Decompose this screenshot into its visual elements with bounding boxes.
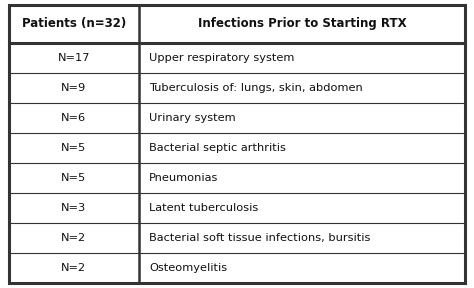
Text: N=2: N=2 — [61, 233, 86, 243]
Bar — [9, 43, 139, 73]
Bar — [9, 133, 139, 163]
Bar — [139, 73, 465, 103]
Bar — [9, 223, 139, 253]
Text: Bacterial septic arthritis: Bacterial septic arthritis — [149, 143, 286, 153]
Bar — [139, 163, 465, 193]
Bar — [139, 133, 465, 163]
Text: N=17: N=17 — [57, 53, 90, 63]
Text: Upper respiratory system: Upper respiratory system — [149, 53, 294, 63]
Bar — [9, 5, 139, 43]
Text: Tuberculosis of: lungs, skin, abdomen: Tuberculosis of: lungs, skin, abdomen — [149, 83, 363, 93]
Text: N=3: N=3 — [61, 203, 86, 213]
Bar — [139, 223, 465, 253]
Bar — [139, 193, 465, 223]
Text: Latent tuberculosis: Latent tuberculosis — [149, 203, 258, 213]
Text: N=5: N=5 — [61, 173, 86, 183]
Text: Infections Prior to Starting RTX: Infections Prior to Starting RTX — [198, 18, 406, 31]
Text: Pneumonias: Pneumonias — [149, 173, 219, 183]
Bar — [9, 193, 139, 223]
Bar — [9, 103, 139, 133]
Text: N=2: N=2 — [61, 263, 86, 273]
Text: N=5: N=5 — [61, 143, 86, 153]
Text: Urinary system: Urinary system — [149, 113, 236, 123]
Bar — [139, 103, 465, 133]
Text: N=6: N=6 — [61, 113, 86, 123]
Text: N=9: N=9 — [61, 83, 86, 93]
Text: Bacterial soft tissue infections, bursitis: Bacterial soft tissue infections, bursit… — [149, 233, 371, 243]
Text: Osteomyelitis: Osteomyelitis — [149, 263, 228, 273]
Bar — [9, 253, 139, 283]
Bar — [9, 73, 139, 103]
Bar — [139, 43, 465, 73]
Bar — [139, 253, 465, 283]
Text: Patients (n=32): Patients (n=32) — [21, 18, 126, 31]
Bar — [9, 163, 139, 193]
Bar — [139, 5, 465, 43]
